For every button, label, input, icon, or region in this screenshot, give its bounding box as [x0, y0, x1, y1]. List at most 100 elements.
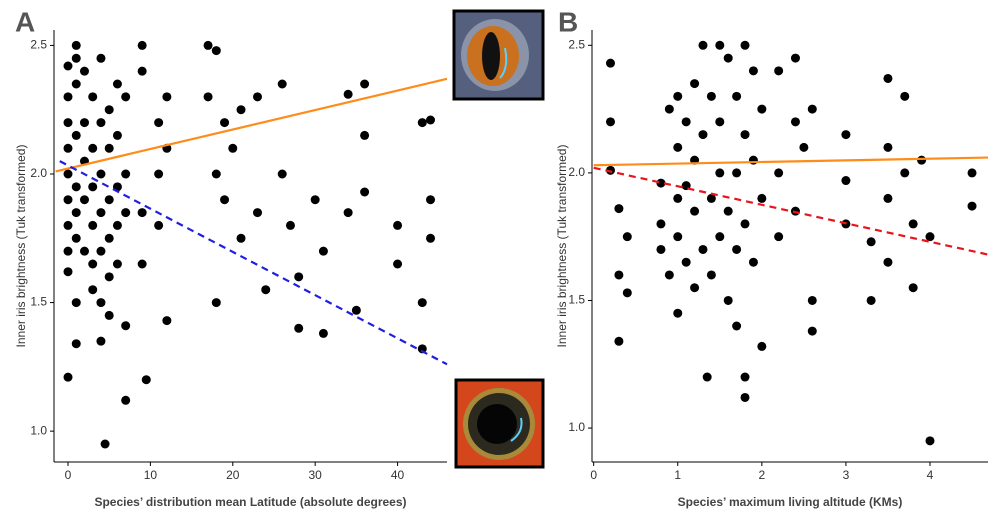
point	[80, 247, 89, 256]
point	[64, 92, 73, 101]
y-tick-label: 2.5	[30, 38, 47, 52]
point	[72, 182, 81, 191]
point	[212, 298, 221, 307]
point	[121, 170, 130, 179]
point	[707, 92, 716, 101]
point	[80, 67, 89, 76]
point	[64, 195, 73, 204]
point	[105, 234, 114, 243]
point	[96, 54, 105, 63]
point	[88, 92, 97, 101]
point	[138, 260, 147, 269]
x-tick-label: 0	[590, 468, 597, 482]
x-tick-label: 2	[758, 468, 765, 482]
point	[360, 131, 369, 140]
x-tick-label: 20	[226, 468, 240, 482]
point	[883, 194, 892, 203]
point	[96, 298, 105, 307]
point	[113, 260, 122, 269]
point	[101, 440, 110, 449]
point	[741, 130, 750, 139]
point	[732, 245, 741, 254]
point	[121, 396, 130, 405]
point	[105, 195, 114, 204]
point	[121, 92, 130, 101]
point	[72, 80, 81, 89]
point	[724, 54, 733, 63]
y-tick-label: 2.5	[568, 37, 585, 51]
y-axis-title: Inner iris brightness (Tuk transformed)	[555, 145, 569, 348]
point	[968, 202, 977, 211]
y-tick-label: 1.5	[568, 293, 585, 307]
point	[96, 247, 105, 256]
point	[154, 118, 163, 127]
point	[426, 234, 435, 243]
y-tick-label: 1.0	[30, 423, 47, 437]
point	[698, 41, 707, 50]
panel-label: B	[558, 6, 578, 37]
point	[154, 170, 163, 179]
y-tick-label: 2.0	[30, 166, 47, 180]
x-tick-label: 0	[65, 468, 72, 482]
point	[732, 321, 741, 330]
point	[204, 41, 213, 50]
point	[883, 143, 892, 152]
point	[673, 232, 682, 241]
point	[319, 247, 328, 256]
y-tick-label: 1.0	[568, 420, 585, 434]
figure: 1.01.52.02.5010203040ASpecies’ distribut…	[0, 0, 990, 513]
point	[72, 41, 81, 50]
point	[682, 258, 691, 267]
point	[925, 436, 934, 445]
point	[673, 92, 682, 101]
point	[774, 232, 783, 241]
point	[757, 194, 766, 203]
point	[841, 130, 850, 139]
point	[741, 41, 750, 50]
point	[757, 342, 766, 351]
point	[623, 288, 632, 297]
point	[96, 208, 105, 217]
point	[113, 221, 122, 230]
point	[162, 316, 171, 325]
x-axis-title: Species’ distribution mean Latitude (abs…	[94, 495, 406, 509]
point	[698, 245, 707, 254]
point	[294, 272, 303, 281]
point	[732, 168, 741, 177]
point	[724, 296, 733, 305]
point	[673, 309, 682, 318]
point	[105, 311, 114, 320]
point	[88, 182, 97, 191]
y-tick-label: 2.0	[568, 165, 585, 179]
point	[105, 144, 114, 153]
point	[799, 143, 808, 152]
point	[909, 283, 918, 292]
point	[673, 194, 682, 203]
point	[808, 296, 817, 305]
point	[105, 272, 114, 281]
point	[212, 170, 221, 179]
point	[741, 219, 750, 228]
point	[96, 337, 105, 346]
trend-line	[594, 158, 988, 166]
x-tick-label: 30	[308, 468, 322, 482]
point	[900, 168, 909, 177]
point	[867, 237, 876, 246]
point	[72, 339, 81, 348]
point	[138, 67, 147, 76]
point	[665, 270, 674, 279]
point	[968, 168, 977, 177]
point	[418, 298, 427, 307]
point	[237, 105, 246, 114]
point	[614, 204, 623, 213]
y-axis-title: Inner iris brightness (Tuk transformed)	[14, 145, 28, 348]
point	[261, 285, 270, 294]
point	[757, 105, 766, 114]
point	[426, 116, 435, 125]
point	[286, 221, 295, 230]
point	[673, 143, 682, 152]
point	[142, 375, 151, 384]
x-tick-label: 1	[674, 468, 681, 482]
trend-line	[594, 168, 988, 255]
point	[774, 66, 783, 75]
